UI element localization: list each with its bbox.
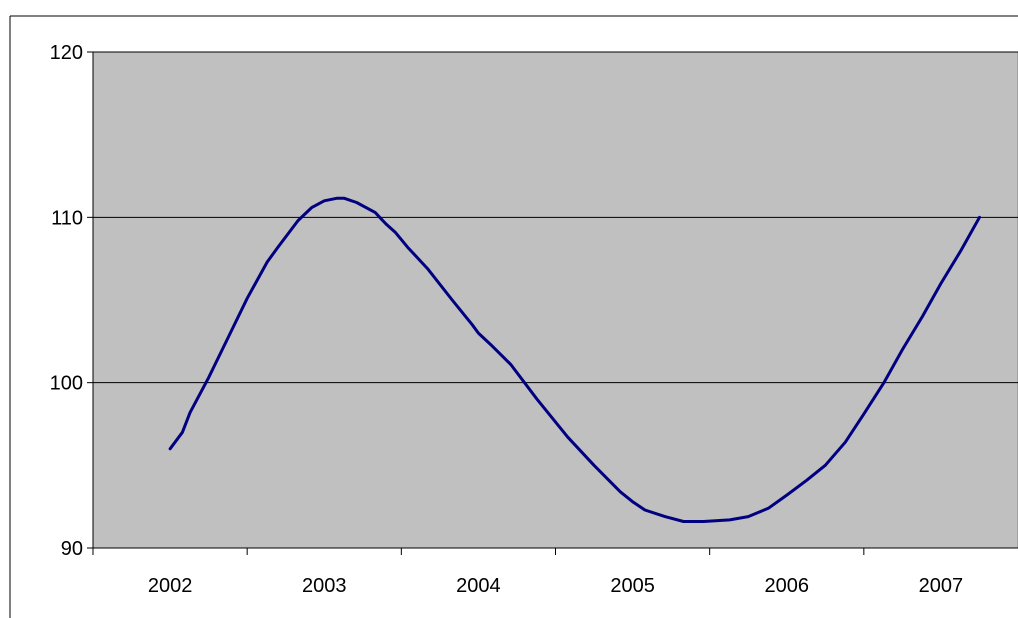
x-tick-label: 2003 xyxy=(302,575,347,597)
y-tick-label: 100 xyxy=(50,373,83,395)
gridlines xyxy=(93,51,1018,384)
series-group xyxy=(168,196,981,523)
x-axis-tick-labels: 2002 2003 2004 2005 2006 2007 xyxy=(148,575,963,597)
x-tick-label: 2005 xyxy=(610,575,655,597)
y-tick-label: 120 xyxy=(50,42,83,64)
x-tick-label: 2007 xyxy=(919,575,964,597)
plot-area xyxy=(92,51,1018,549)
x-tick-label: 2002 xyxy=(148,575,193,597)
y-tick-label: 110 xyxy=(51,207,83,229)
x-tick-label: 2004 xyxy=(456,575,501,597)
series-line xyxy=(168,196,981,523)
tick-marks xyxy=(87,51,865,555)
y-tick-label: 90 xyxy=(61,538,83,560)
x-tick-label: 2006 xyxy=(765,575,810,597)
y-axis-tick-labels: 90 100 110 120 xyxy=(50,42,83,560)
